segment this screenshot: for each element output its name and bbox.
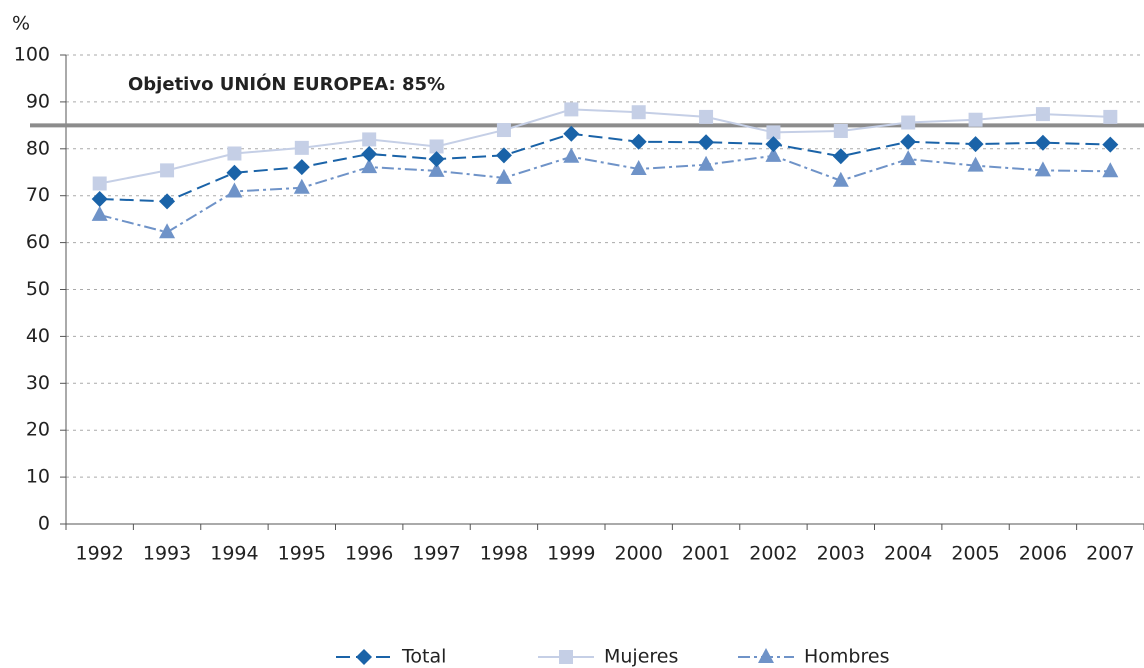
point xyxy=(361,158,378,174)
legend-marker xyxy=(758,648,774,663)
point xyxy=(1103,109,1118,124)
x-tick-label: 2006 xyxy=(1019,543,1067,565)
y-tick-label: 80 xyxy=(26,137,50,159)
x-tick-label: 1995 xyxy=(278,543,326,565)
point xyxy=(159,193,176,210)
x-tick-label: 2001 xyxy=(682,543,730,565)
y-tick-label: 50 xyxy=(26,278,50,300)
point xyxy=(1035,107,1050,122)
y-tick-label: 0 xyxy=(38,513,50,535)
point xyxy=(429,139,444,154)
y-axis-label: % xyxy=(12,13,30,35)
point xyxy=(160,163,175,178)
legend-label: Total xyxy=(401,646,446,668)
point xyxy=(293,178,310,194)
point xyxy=(495,147,512,164)
point xyxy=(428,151,445,168)
point xyxy=(766,125,781,140)
point xyxy=(901,115,916,130)
x-tick-label: 1994 xyxy=(210,543,258,565)
point xyxy=(832,171,849,187)
point xyxy=(226,164,243,181)
point xyxy=(92,176,107,191)
point xyxy=(631,105,646,120)
x-tick-label: 2004 xyxy=(884,543,932,565)
x-tick-label: 2002 xyxy=(749,543,797,565)
point xyxy=(1034,134,1051,151)
annotation: Objetivo UNIÓN EUROPEA: 85% xyxy=(128,73,445,95)
point xyxy=(91,190,108,207)
point xyxy=(1102,136,1119,153)
point xyxy=(900,133,917,150)
x-tick-label: 1997 xyxy=(412,543,460,565)
point xyxy=(698,134,715,151)
point xyxy=(900,150,917,166)
y-tick-label: 70 xyxy=(26,184,50,206)
legend-label: Hombres xyxy=(804,646,889,668)
point xyxy=(91,205,108,221)
point xyxy=(496,123,511,138)
point xyxy=(226,182,243,198)
x-tick-label: 1993 xyxy=(143,543,191,565)
point xyxy=(967,136,984,153)
x-tick-label: 1999 xyxy=(547,543,595,565)
y-tick-label: 40 xyxy=(26,325,50,347)
point xyxy=(699,109,714,124)
point xyxy=(294,140,309,155)
series-line xyxy=(99,108,1111,185)
x-tick-label: 2005 xyxy=(951,543,999,565)
x-tick-label: 2000 xyxy=(615,543,663,565)
legend-marker xyxy=(356,649,372,665)
point xyxy=(293,159,310,176)
point xyxy=(833,123,848,138)
x-tick-label: 1992 xyxy=(76,543,124,565)
y-tick-label: 30 xyxy=(26,372,50,394)
point xyxy=(564,102,579,117)
legend-marker xyxy=(559,650,573,664)
point xyxy=(698,155,715,171)
point xyxy=(495,168,512,184)
point xyxy=(832,148,849,165)
point xyxy=(362,132,377,147)
point xyxy=(361,145,378,162)
point xyxy=(1034,161,1051,177)
x-tick-label: 2007 xyxy=(1086,543,1134,565)
point xyxy=(563,147,580,163)
point xyxy=(630,159,647,175)
y-tick-label: 20 xyxy=(26,419,50,441)
x-tick-label: 1998 xyxy=(480,543,528,565)
series-line xyxy=(99,154,1111,234)
point xyxy=(967,156,984,172)
legend-label: Mujeres xyxy=(604,646,678,668)
point xyxy=(765,146,782,162)
point xyxy=(563,125,580,142)
point xyxy=(227,146,242,161)
point xyxy=(159,223,176,239)
y-tick-label: 90 xyxy=(26,90,50,112)
y-tick-label: 100 xyxy=(14,44,50,66)
point xyxy=(968,112,983,127)
point xyxy=(630,133,647,150)
point xyxy=(1102,162,1119,178)
x-tick-label: 2003 xyxy=(817,543,865,565)
y-tick-label: 10 xyxy=(26,466,50,488)
x-tick-label: 1996 xyxy=(345,543,393,565)
y-tick-label: 60 xyxy=(26,231,50,253)
point xyxy=(428,161,445,177)
point xyxy=(765,136,782,153)
